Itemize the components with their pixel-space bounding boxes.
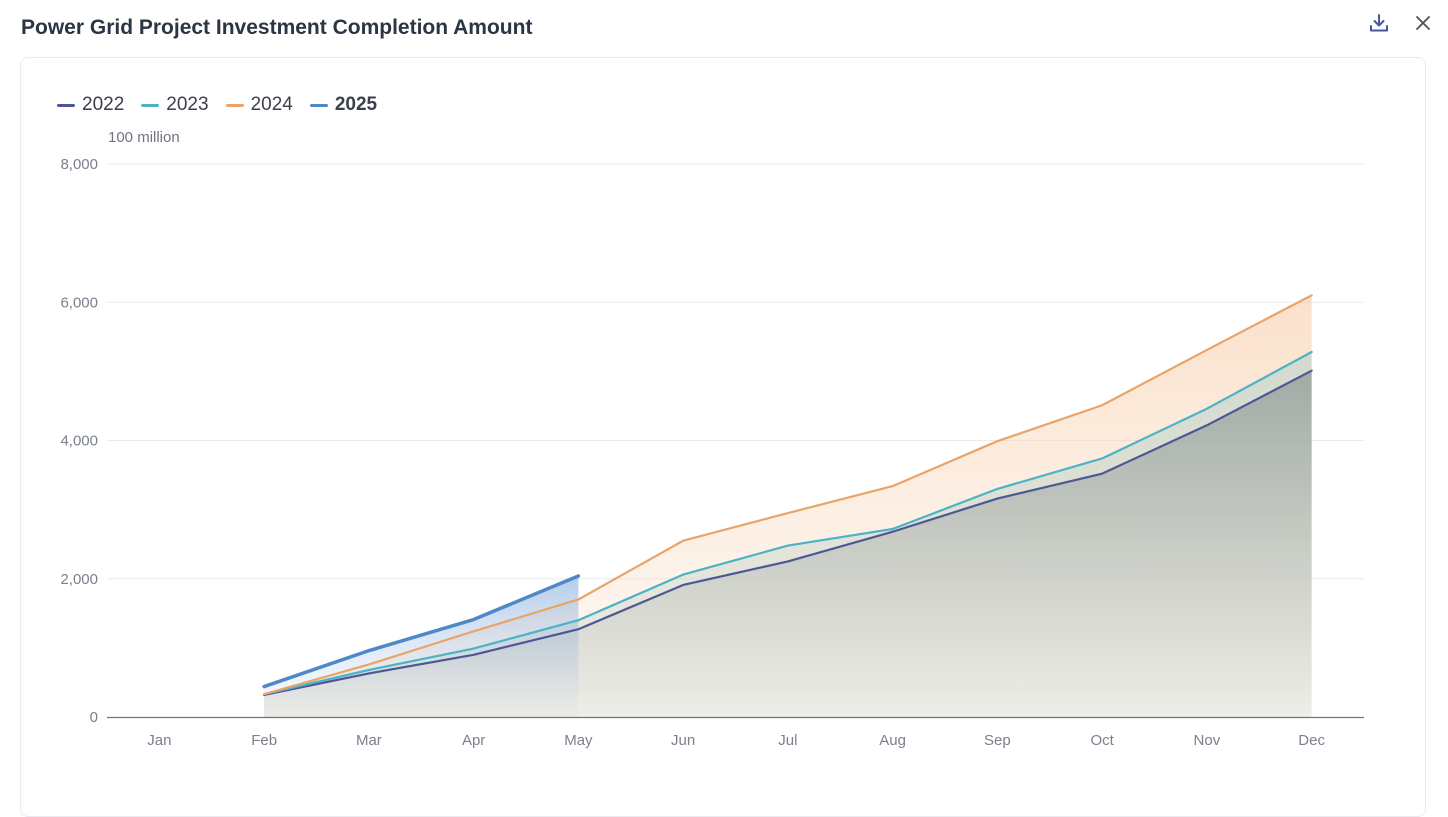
y-tick-label: 8,000 bbox=[60, 156, 98, 173]
line-series-2024[interactable] bbox=[263, 294, 1313, 696]
x-tick-label: Feb bbox=[251, 732, 277, 749]
x-tick-label: Dec bbox=[1298, 732, 1325, 749]
x-tick-label: Jan bbox=[147, 732, 171, 749]
chart-plot: 0 2,000 4,000 6,000 8,000 Jan Feb Mar Apr May Jun J… bbox=[60, 156, 1364, 749]
x-tick-label: Apr bbox=[462, 732, 485, 749]
y-axis-unit-label: 100 million bbox=[108, 129, 180, 146]
y-tick-label: 6,000 bbox=[60, 294, 98, 311]
legend-swatch-2025 bbox=[309, 103, 328, 107]
legend-swatch-2022 bbox=[57, 103, 75, 107]
legend-item-2024[interactable]: 2024 bbox=[225, 94, 293, 116]
line-series-2022[interactable] bbox=[263, 369, 1313, 696]
y-tick-label: 0 bbox=[90, 709, 98, 726]
close-icon[interactable] bbox=[1412, 12, 1434, 34]
legend-swatch-2024 bbox=[225, 103, 244, 107]
legend-label-2024: 2024 bbox=[250, 94, 293, 115]
legend-item-2025[interactable]: 2025 bbox=[309, 94, 378, 116]
legend-swatch-2023 bbox=[141, 103, 160, 107]
x-tick-label: Aug bbox=[879, 732, 906, 749]
page-title: Power Grid Project Investment Completion… bbox=[21, 16, 533, 39]
header: Power Grid Project Investment Completion… bbox=[0, 0, 1448, 58]
y-tick-label: 4,000 bbox=[60, 433, 98, 450]
x-tick-label: Sep bbox=[984, 732, 1011, 749]
area-series-2025 bbox=[264, 575, 579, 717]
area-series-2022 bbox=[264, 370, 1312, 717]
legend-label-2023: 2023 bbox=[166, 94, 209, 115]
chart-legend: 2022 2023 2024 2025 bbox=[57, 93, 394, 117]
x-tick-label: Oct bbox=[1090, 732, 1114, 749]
y-tick-label: 2,000 bbox=[60, 571, 98, 588]
legend-item-2022[interactable]: 2022 bbox=[57, 94, 124, 116]
x-tick-label: May bbox=[564, 732, 593, 749]
line-series-2025[interactable] bbox=[262, 574, 581, 689]
x-tick-label: Nov bbox=[1194, 732, 1221, 749]
line-series-2023[interactable] bbox=[263, 350, 1313, 696]
download-icon[interactable] bbox=[1368, 12, 1390, 34]
x-tick-label: Jun bbox=[671, 732, 695, 749]
x-tick-label: Mar bbox=[356, 732, 382, 749]
legend-item-2023[interactable]: 2023 bbox=[141, 94, 209, 116]
x-tick-label: Jul bbox=[778, 732, 797, 749]
legend-label-2025: 2025 bbox=[334, 94, 378, 115]
legend-label-2022: 2022 bbox=[82, 94, 125, 115]
